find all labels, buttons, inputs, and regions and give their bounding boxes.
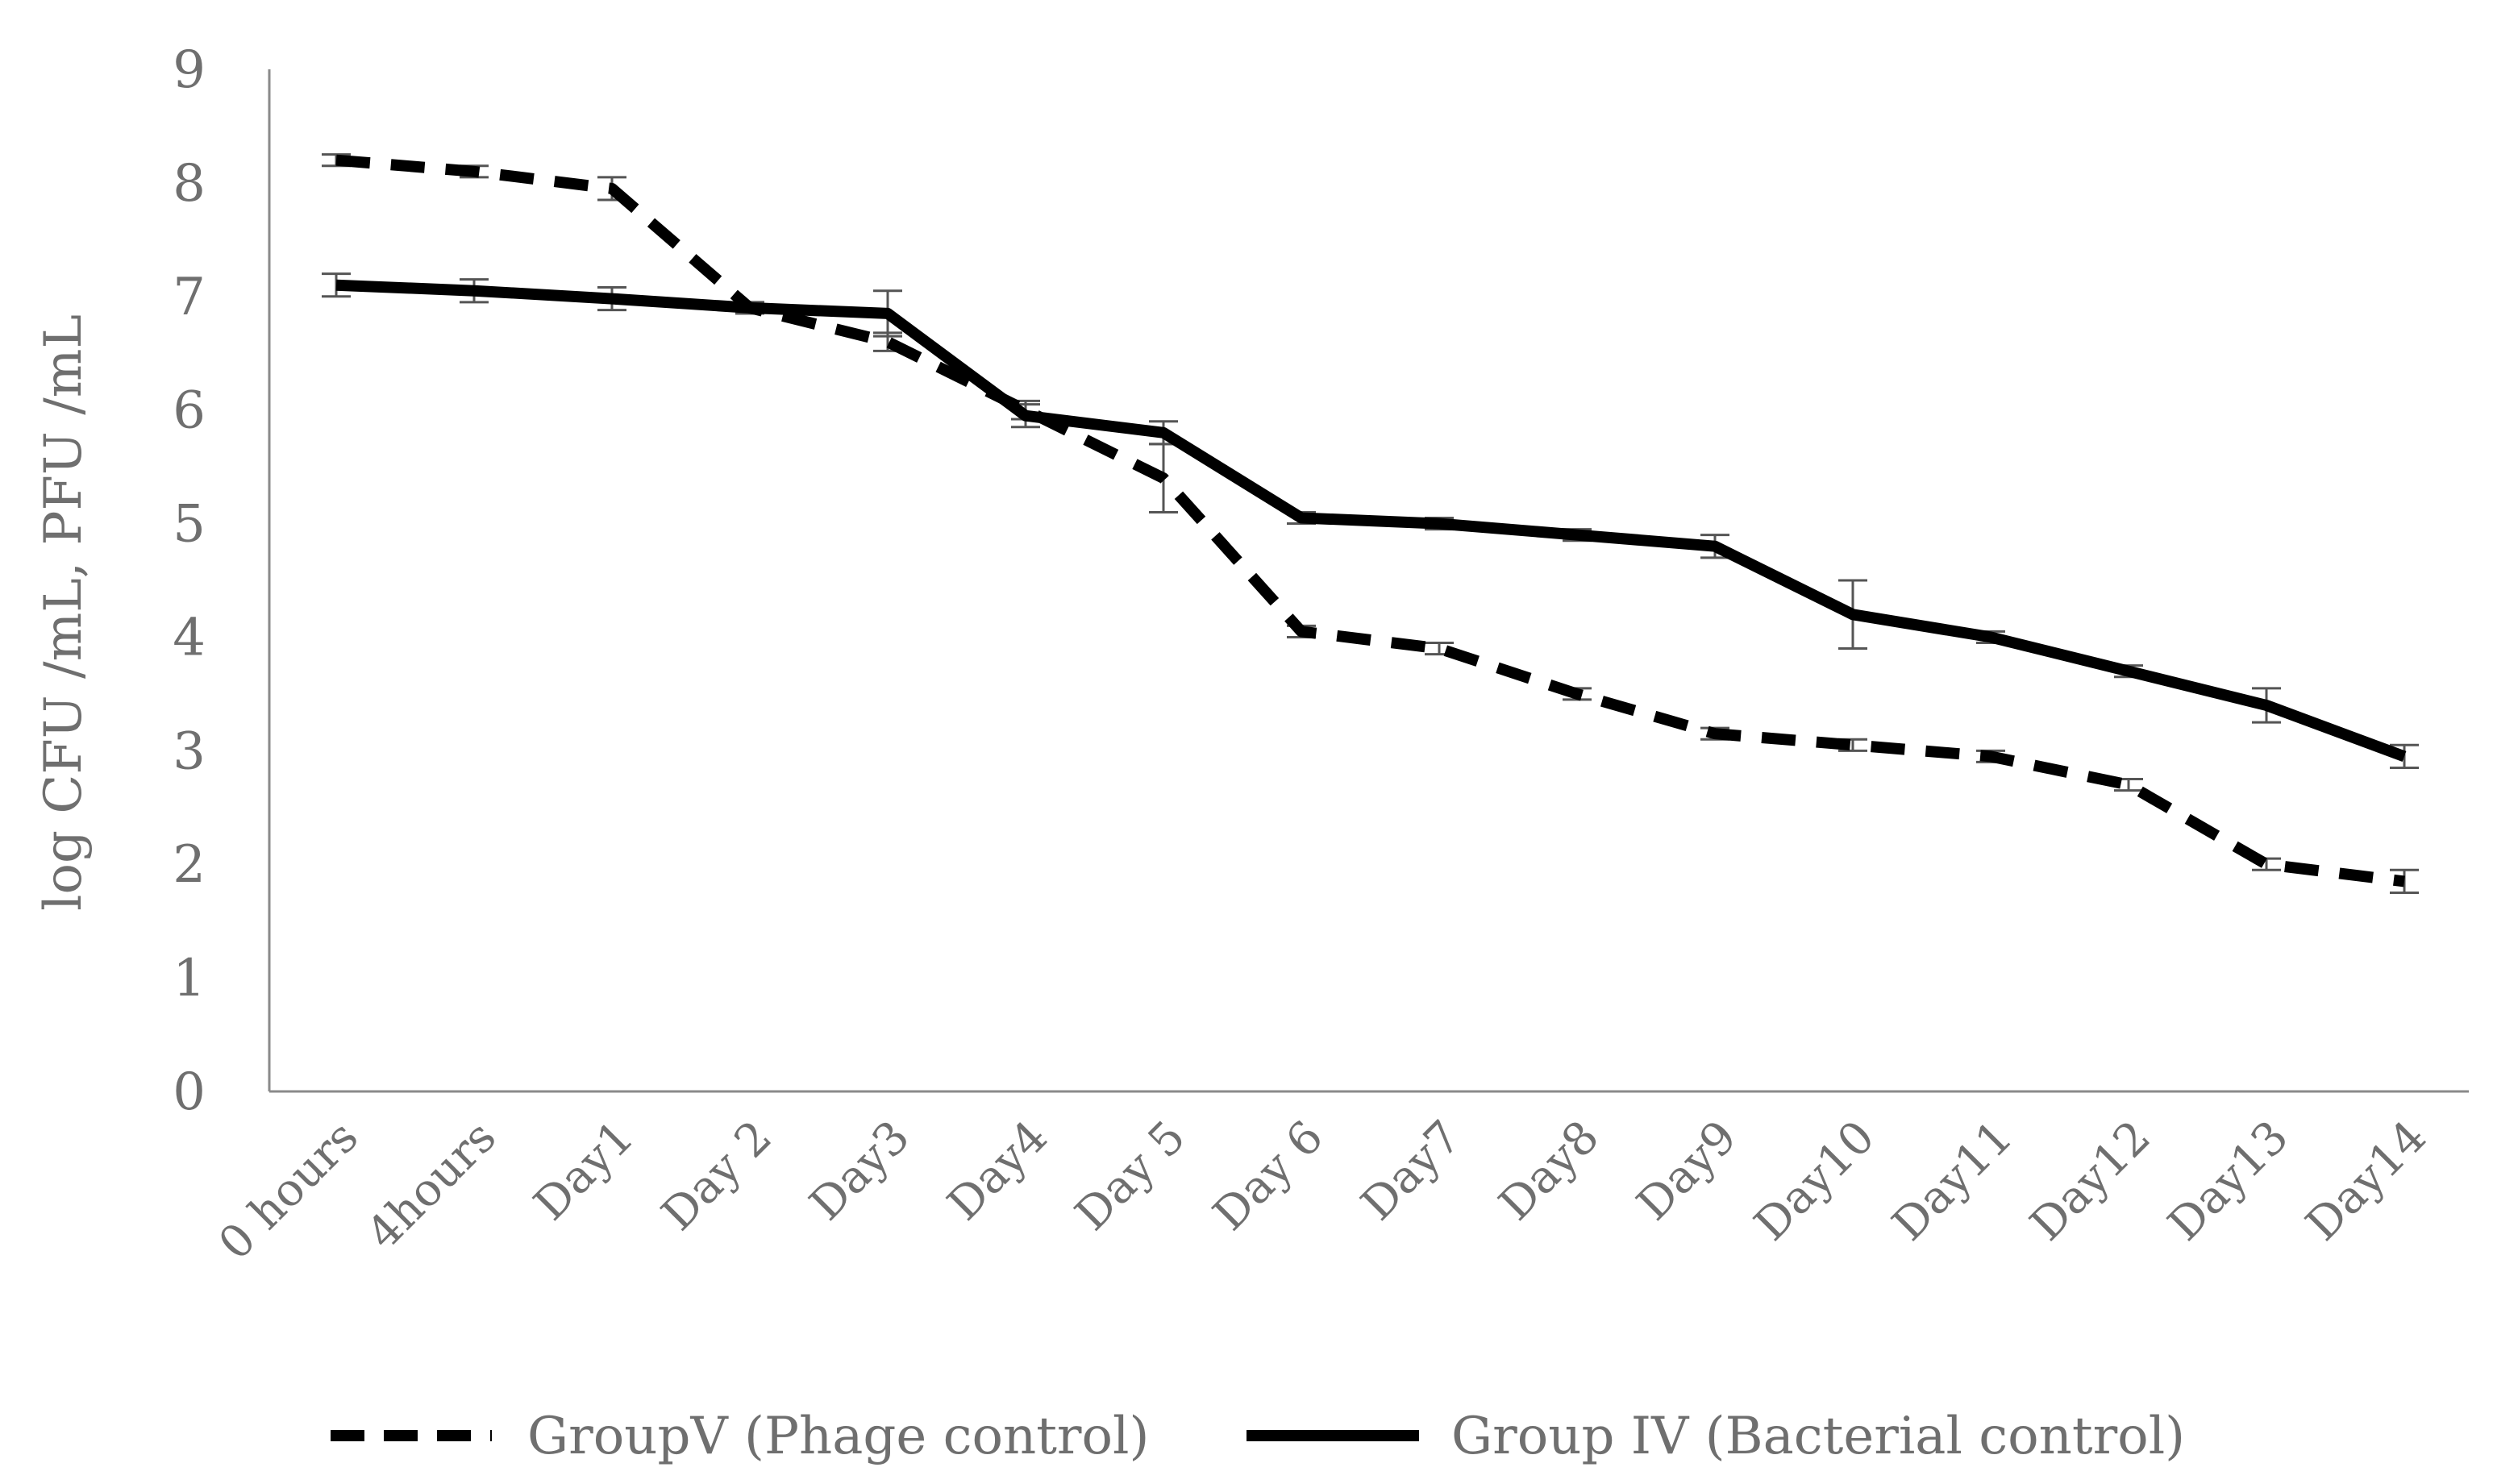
y-tick-label: 0 xyxy=(173,1062,206,1122)
series-line-1 xyxy=(335,279,2407,762)
x-tick-label: Day9 xyxy=(1627,1111,1747,1231)
y-tick-label: 3 xyxy=(173,721,206,781)
series-line-0 xyxy=(335,154,2405,887)
x-tick-label: Day 6 xyxy=(1203,1111,1333,1241)
y-tick-label: 1 xyxy=(173,949,206,1008)
legend-label-phage-control: GroupV (Phage control) xyxy=(527,1407,1149,1466)
x-tick-label: Day1 xyxy=(524,1111,644,1231)
x-tick-label: Day14 xyxy=(2296,1111,2437,1251)
legend-label-bacterial-control: Group IV (Bacterial control) xyxy=(1451,1407,2185,1466)
x-tick-label: Day 5 xyxy=(1065,1111,1195,1241)
axes xyxy=(268,69,2469,1093)
y-tick-label: 2 xyxy=(173,835,206,895)
x-tick-label: Day13 xyxy=(2158,1111,2299,1251)
x-tick-label: Day11 xyxy=(1883,1111,2023,1251)
y-tick-label: 7 xyxy=(173,268,206,327)
legend: GroupV (Phage control) Group IV (Bacteri… xyxy=(331,1407,2185,1466)
y-tick-label: 8 xyxy=(173,154,206,214)
y-tick-label: 5 xyxy=(173,495,206,555)
x-tick-label: Day4 xyxy=(938,1111,1058,1231)
error-bar xyxy=(322,272,351,298)
x-tick-label: Day 2 xyxy=(651,1111,781,1241)
x-tick-label: Day10 xyxy=(1745,1111,1885,1251)
y-tick-labels: 0 1 2 3 4 5 6 7 8 9 xyxy=(173,40,206,1122)
x-tick-label: Day8 xyxy=(1489,1111,1609,1231)
x-tick-label: Day12 xyxy=(2021,1111,2161,1251)
x-tick-label: Day7 xyxy=(1351,1111,1471,1231)
y-tick-label: 6 xyxy=(173,381,206,441)
y-tick-label: 9 xyxy=(173,40,206,100)
x-tick-label: 0 hours xyxy=(209,1111,368,1270)
series-lines xyxy=(335,154,2407,887)
y-tick-label: 4 xyxy=(173,608,206,667)
x-tick-label: 4hours xyxy=(357,1111,506,1260)
y-axis-label: log CFU /mL, PFU /mL xyxy=(34,314,94,911)
x-tick-label: Day3 xyxy=(800,1111,920,1231)
